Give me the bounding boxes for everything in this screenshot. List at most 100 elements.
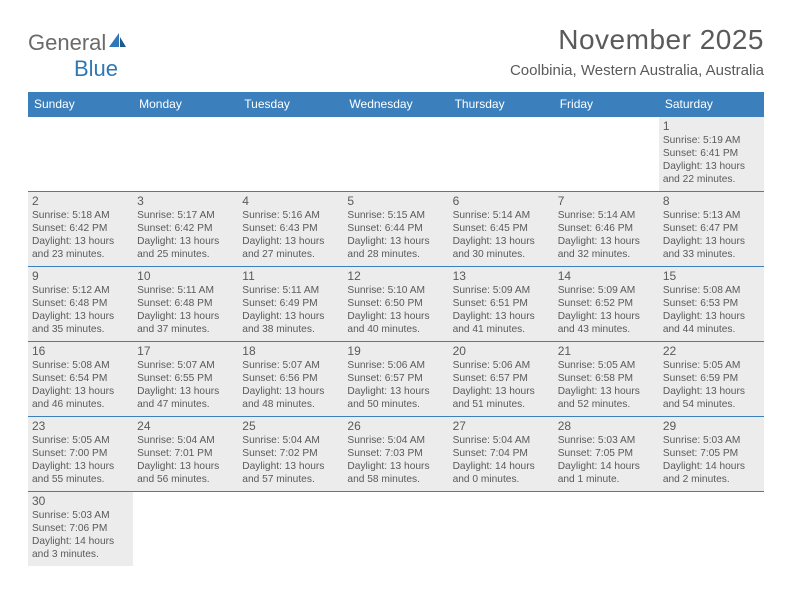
page-title: November 2025 xyxy=(510,24,764,56)
empty-cell xyxy=(449,117,554,191)
header: General Blue November 2025 Coolbinia, We… xyxy=(28,24,764,82)
sunrise: Sunrise: 5:03 AM xyxy=(663,434,760,447)
daylight: Daylight: 13 hours xyxy=(347,235,444,248)
day-number: 22 xyxy=(663,344,760,358)
day-number: 3 xyxy=(137,194,234,208)
day-number: 28 xyxy=(558,419,655,433)
weekday-tuesday: Tuesday xyxy=(238,92,343,117)
sunrise: Sunrise: 5:11 AM xyxy=(137,284,234,297)
logo-blue: Blue xyxy=(74,56,118,81)
sunset: Sunset: 6:57 PM xyxy=(453,372,550,385)
day-number: 27 xyxy=(453,419,550,433)
empty-cell xyxy=(133,492,238,566)
sunset: Sunset: 6:43 PM xyxy=(242,222,339,235)
daylight: Daylight: 14 hours xyxy=(453,460,550,473)
sunrise: Sunrise: 5:08 AM xyxy=(32,359,129,372)
daylight: Daylight: 13 hours xyxy=(663,310,760,323)
day-number: 29 xyxy=(663,419,760,433)
day-number: 6 xyxy=(453,194,550,208)
day-cell: 17Sunrise: 5:07 AMSunset: 6:55 PMDayligh… xyxy=(133,342,238,416)
day-cell: 14Sunrise: 5:09 AMSunset: 6:52 PMDayligh… xyxy=(554,267,659,341)
day-number: 26 xyxy=(347,419,444,433)
day-cell: 27Sunrise: 5:04 AMSunset: 7:04 PMDayligh… xyxy=(449,417,554,491)
daylight: and 25 minutes. xyxy=(137,248,234,261)
sunset: Sunset: 6:49 PM xyxy=(242,297,339,310)
day-number: 9 xyxy=(32,269,129,283)
daylight: and 52 minutes. xyxy=(558,398,655,411)
sunrise: Sunrise: 5:18 AM xyxy=(32,209,129,222)
daylight: Daylight: 13 hours xyxy=(558,310,655,323)
day-number: 12 xyxy=(347,269,444,283)
sunrise: Sunrise: 5:05 AM xyxy=(663,359,760,372)
day-cell: 7Sunrise: 5:14 AMSunset: 6:46 PMDaylight… xyxy=(554,192,659,266)
sunrise: Sunrise: 5:19 AM xyxy=(663,134,760,147)
day-number: 20 xyxy=(453,344,550,358)
day-number: 23 xyxy=(32,419,129,433)
sunset: Sunset: 6:42 PM xyxy=(32,222,129,235)
sunset: Sunset: 6:52 PM xyxy=(558,297,655,310)
day-cell: 24Sunrise: 5:04 AMSunset: 7:01 PMDayligh… xyxy=(133,417,238,491)
daylight: and 40 minutes. xyxy=(347,323,444,336)
daylight: Daylight: 13 hours xyxy=(663,385,760,398)
sunset: Sunset: 7:03 PM xyxy=(347,447,444,460)
weekday-thursday: Thursday xyxy=(449,92,554,117)
daylight: Daylight: 13 hours xyxy=(558,235,655,248)
daylight: Daylight: 13 hours xyxy=(347,460,444,473)
sunset: Sunset: 6:45 PM xyxy=(453,222,550,235)
sunrise: Sunrise: 5:04 AM xyxy=(137,434,234,447)
day-number: 25 xyxy=(242,419,339,433)
weekday-header: SundayMondayTuesdayWednesdayThursdayFrid… xyxy=(28,92,764,117)
day-cell: 2Sunrise: 5:18 AMSunset: 6:42 PMDaylight… xyxy=(28,192,133,266)
day-cell: 29Sunrise: 5:03 AMSunset: 7:05 PMDayligh… xyxy=(659,417,764,491)
sunrise: Sunrise: 5:05 AM xyxy=(32,434,129,447)
sunrise: Sunrise: 5:03 AM xyxy=(558,434,655,447)
day-number: 15 xyxy=(663,269,760,283)
day-cell: 10Sunrise: 5:11 AMSunset: 6:48 PMDayligh… xyxy=(133,267,238,341)
sunrise: Sunrise: 5:15 AM xyxy=(347,209,444,222)
sunset: Sunset: 6:44 PM xyxy=(347,222,444,235)
daylight: Daylight: 13 hours xyxy=(347,385,444,398)
daylight: Daylight: 13 hours xyxy=(663,160,760,173)
day-cell: 9Sunrise: 5:12 AMSunset: 6:48 PMDaylight… xyxy=(28,267,133,341)
day-number: 7 xyxy=(558,194,655,208)
day-number: 8 xyxy=(663,194,760,208)
sunrise: Sunrise: 5:06 AM xyxy=(453,359,550,372)
empty-cell xyxy=(238,117,343,191)
sunrise: Sunrise: 5:13 AM xyxy=(663,209,760,222)
sunrise: Sunrise: 5:16 AM xyxy=(242,209,339,222)
sunrise: Sunrise: 5:09 AM xyxy=(558,284,655,297)
day-number: 5 xyxy=(347,194,444,208)
sunset: Sunset: 7:04 PM xyxy=(453,447,550,460)
sunrise: Sunrise: 5:11 AM xyxy=(242,284,339,297)
daylight: and 54 minutes. xyxy=(663,398,760,411)
weekday-sunday: Sunday xyxy=(28,92,133,117)
sunset: Sunset: 6:54 PM xyxy=(32,372,129,385)
daylight: Daylight: 13 hours xyxy=(32,235,129,248)
week-row: 16Sunrise: 5:08 AMSunset: 6:54 PMDayligh… xyxy=(28,342,764,417)
daylight: Daylight: 13 hours xyxy=(242,460,339,473)
daylight: Daylight: 13 hours xyxy=(137,460,234,473)
sunset: Sunset: 7:00 PM xyxy=(32,447,129,460)
day-number: 11 xyxy=(242,269,339,283)
empty-cell xyxy=(554,117,659,191)
daylight: and 43 minutes. xyxy=(558,323,655,336)
sunrise: Sunrise: 5:04 AM xyxy=(453,434,550,447)
sunset: Sunset: 6:48 PM xyxy=(137,297,234,310)
day-cell: 11Sunrise: 5:11 AMSunset: 6:49 PMDayligh… xyxy=(238,267,343,341)
sunset: Sunset: 6:56 PM xyxy=(242,372,339,385)
day-number: 1 xyxy=(663,119,760,133)
sunrise: Sunrise: 5:04 AM xyxy=(347,434,444,447)
week-row: 23Sunrise: 5:05 AMSunset: 7:00 PM Dayligh… xyxy=(28,417,764,492)
daylight: and 50 minutes. xyxy=(347,398,444,411)
empty-cell xyxy=(133,117,238,191)
sunrise: Sunrise: 5:12 AM xyxy=(32,284,129,297)
daylight: Daylight: 13 hours xyxy=(137,385,234,398)
daylight: Daylight: 13 hours xyxy=(347,310,444,323)
sunset: Sunset: 6:46 PM xyxy=(558,222,655,235)
daylight: Daylight: 13 hours xyxy=(453,235,550,248)
sunrise: Sunrise: 5:14 AM xyxy=(453,209,550,222)
weekday-saturday: Saturday xyxy=(659,92,764,117)
daylight: and 27 minutes. xyxy=(242,248,339,261)
empty-cell xyxy=(659,492,764,566)
day-cell: 1Sunrise: 5:19 AMSunset: 6:41 PMDaylight… xyxy=(659,117,764,191)
